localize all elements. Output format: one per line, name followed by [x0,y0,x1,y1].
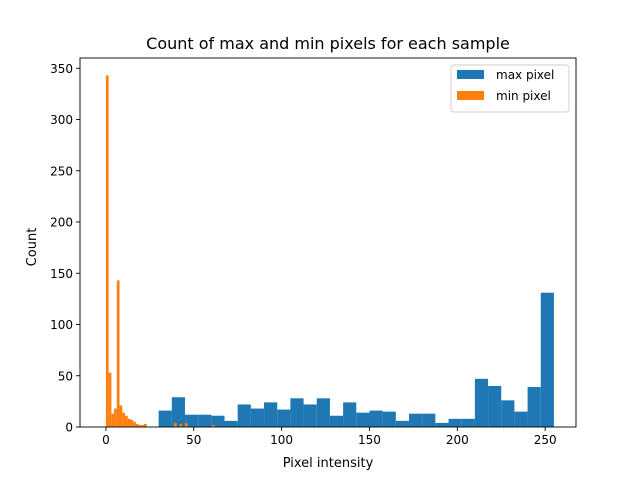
y-tick-label: 300 [50,113,73,127]
max-pixel-bar [382,411,396,428]
min-pixel-bar [127,418,131,427]
max-pixel-bar [264,402,278,427]
min-pixel-bar [174,422,177,427]
max-pixel-bar [488,386,502,427]
min-pixel-bar [184,422,188,427]
max-pixel-bar [409,413,423,427]
max-pixel-bar [514,411,528,428]
max-pixel-legend-swatch [457,70,484,79]
x-tick-label: 50 [186,433,201,447]
max-pixel-bar [395,420,409,427]
max-pixel-bar [237,404,251,427]
chart-title: Count of max and min pixels for each sam… [146,34,510,53]
max-pixel-bar [224,420,238,427]
min-pixel-bar [124,415,128,427]
max-pixel-bar [369,410,383,427]
x-tick-label: 150 [358,433,381,447]
max-pixel-bar [527,387,541,427]
y-tick-label: 100 [50,318,73,332]
max-pixel-bar [540,292,554,427]
axes-layer: 0 50 100 150 200 250 0 50 100 150 200 250 300 350 [50,57,577,447]
min-pixel-bar [179,423,183,427]
min-pixel-bar [108,372,112,427]
min-pixel-bar [133,421,136,428]
y-tick-label: 0 [65,421,73,435]
max-pixel-bar [343,402,357,427]
max-pixel-bar [356,412,370,427]
max-pixel-bar [474,378,489,427]
x-axis-label: Pixel intensity [283,456,374,471]
y-axis-label: Count [25,228,40,267]
min-pixel-bar [116,280,120,427]
min-pixel-bar [119,405,123,427]
y-tick-label: 350 [50,62,73,76]
x-tick-label: 200 [446,433,469,447]
max-pixel-bar [211,415,225,427]
max-pixel-bar [501,400,515,427]
max-pixel-bar [303,404,317,427]
plot-frame [79,57,577,428]
max-pixel-bar [316,398,330,427]
max-pixel-bar [250,408,265,427]
max-pixel-bar [329,415,344,427]
min-pixel-bar [212,424,215,427]
min-pixel-bar [105,75,109,428]
min-pixel-bar [135,423,139,427]
min-pixel-legend-label: min pixel [496,89,551,103]
min-pixel-bar [111,413,115,427]
y-tick-label: 150 [50,267,73,281]
min-pixel-bar [114,408,117,427]
max-pixel-legend-label: max pixel [496,68,554,82]
min-pixel-bar [141,424,145,427]
x-tick-label: 0 [102,433,110,447]
min-pixel-bar [138,424,142,427]
legend: max pixel min pixel [450,64,570,113]
y-tick-label: 250 [50,164,73,178]
max-pixel-bar [448,418,462,427]
max-pixel-bar [422,413,436,427]
max-pixel-bar [198,414,212,427]
max-pixel-bar [277,409,291,427]
min-pixel-bar [122,412,125,427]
min-pixel-bar [144,423,147,427]
min-pixel-bar [130,419,134,427]
y-tick-label: 50 [58,369,73,383]
max-pixel-bar [171,397,185,427]
x-tick-label: 250 [534,433,557,447]
min-pixel-legend-swatch [457,91,484,100]
max-pixel-bar [184,414,199,427]
max-pixel-bar [158,410,172,427]
max-pixel-bar [461,418,475,427]
bars-layer [105,75,554,428]
y-tick-label: 200 [50,216,73,230]
x-tick-label: 100 [270,433,293,447]
max-pixel-bar [435,422,449,427]
max-pixel-bar [290,398,304,427]
